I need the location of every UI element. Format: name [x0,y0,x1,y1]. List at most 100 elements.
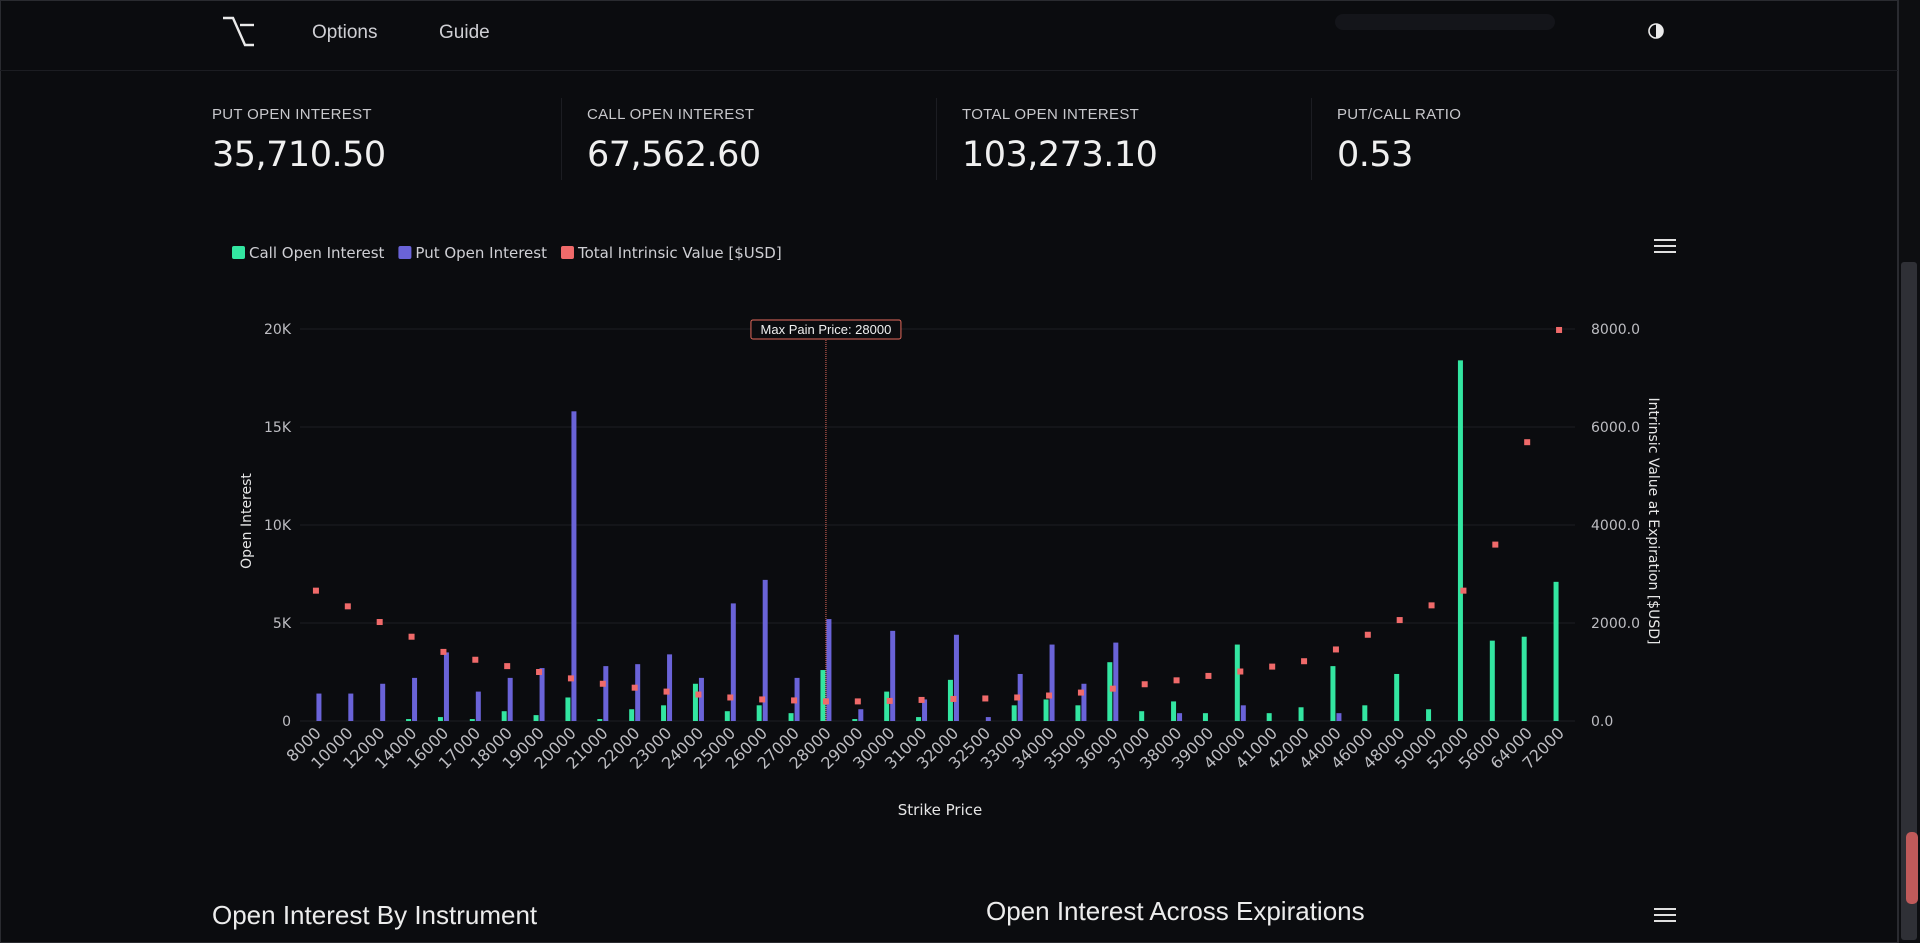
intrinsic-marker [631,684,638,691]
max-pain-label: Max Pain Price: 28000 [761,322,892,337]
stat-value: 35,710.50 [212,135,386,175]
scroll-handle[interactable] [1906,832,1918,904]
call-bar [661,705,667,721]
put-bar [730,603,736,721]
intrinsic-marker [1301,658,1308,665]
put-bar [316,693,322,721]
stat-value: 67,562.60 [587,135,761,175]
scrollbar-thumb[interactable] [1901,262,1917,940]
intrinsic-marker [1109,685,1116,692]
expirations-menu-icon[interactable] [1654,908,1676,924]
y-tick-label: 0 [282,714,291,730]
call-bar [1139,711,1145,721]
call-bar [788,713,794,721]
put-bar [507,677,513,721]
call-bar [1553,581,1559,721]
section-title-by-instrument: Open Interest By Instrument [212,900,538,930]
y-tick-label: 5K [273,616,292,632]
call-bar [1489,640,1495,721]
call-bar [1234,644,1240,721]
legend-swatch [398,246,412,259]
put-bar [922,699,928,721]
put-bar [348,693,354,721]
intrinsic-marker [1237,668,1244,675]
put-bar [603,666,609,721]
intrinsic-marker [344,603,351,610]
put-bar [667,654,673,721]
call-bar [1171,701,1177,721]
call-bar [1457,360,1463,721]
legend-label: Call Open Interest [249,244,385,262]
intrinsic-marker [1396,617,1403,624]
intrinsic-marker [854,698,861,705]
put-bar [1081,683,1087,721]
put-bar [380,683,386,721]
y2-tick-label: 8000.0 [1591,322,1640,338]
stat-put-call-ratio: PUT/CALL RATIO 0.53 [1337,106,1461,175]
divider [561,98,562,180]
put-bar [412,677,418,721]
call-bar [916,717,922,721]
call-bar [1202,713,1208,721]
put-bar [475,691,481,721]
put-bar [762,579,768,721]
intrinsic-marker [663,688,670,695]
call-bar [1043,699,1049,721]
intrinsic-marker [886,697,893,704]
call-bar [597,719,603,721]
call-bar [1330,666,1336,721]
intrinsic-marker [408,633,415,640]
intrinsic-marker [1173,677,1180,684]
stat-value: 103,273.10 [962,135,1158,175]
call-bar [1075,705,1081,721]
call-bar [852,719,858,721]
call-bar [469,719,475,721]
intrinsic-marker [440,648,447,655]
intrinsic-marker [1524,439,1531,446]
put-bar [953,634,959,721]
divider [936,98,937,180]
intrinsic-marker [1046,692,1053,699]
legend-swatch [560,246,574,259]
stat-label: PUT/CALL RATIO [1337,106,1462,123]
y2-tick-label: 4000.0 [1591,518,1640,534]
nav-link-guide[interactable]: Guide [439,22,490,43]
stat-call-open-interest: CALL OPEN INTEREST 67,562.60 [587,106,761,175]
intrinsic-marker [567,675,574,682]
call-bar [406,719,412,721]
put-bar [635,664,641,721]
logo-icon[interactable] [221,15,255,49]
call-bar [1362,705,1368,721]
put-bar [698,677,704,721]
intrinsic-marker [727,694,734,701]
x-axis-title: Strike Price [898,801,982,819]
theme-toggle-icon[interactable] [1648,23,1664,39]
intrinsic-marker [1556,326,1563,333]
call-bar [756,705,762,721]
intrinsic-marker [1332,646,1339,653]
intrinsic-marker [791,697,798,704]
stat-label: CALL OPEN INTEREST [587,106,755,123]
y-axis-title: Open Interest [239,473,255,569]
intrinsic-marker [1014,694,1021,701]
call-bar [1266,713,1272,721]
call-bar [820,670,826,721]
legend-label: Put Open Interest [415,244,547,262]
put-bar [443,652,449,721]
intrinsic-marker [1492,541,1499,548]
account-placeholder[interactable] [1335,14,1555,30]
call-bar [437,717,443,721]
put-bar [1113,642,1119,721]
y-tick-label: 15K [264,420,292,436]
stat-value: 0.53 [1337,135,1413,175]
put-bar [1049,644,1055,721]
y2-axis-title: Intrinsic Value at Expiration [$USD] [1645,397,1661,644]
stat-label: TOTAL OPEN INTEREST [962,106,1140,123]
chart-menu-icon[interactable] [1654,239,1676,255]
nav-link-options[interactable]: Options [312,22,378,43]
intrinsic-marker [504,663,511,670]
divider [1311,98,1312,180]
put-bar [858,709,864,721]
max-pain-label-box [750,319,902,340]
intrinsic-marker [1428,602,1435,609]
